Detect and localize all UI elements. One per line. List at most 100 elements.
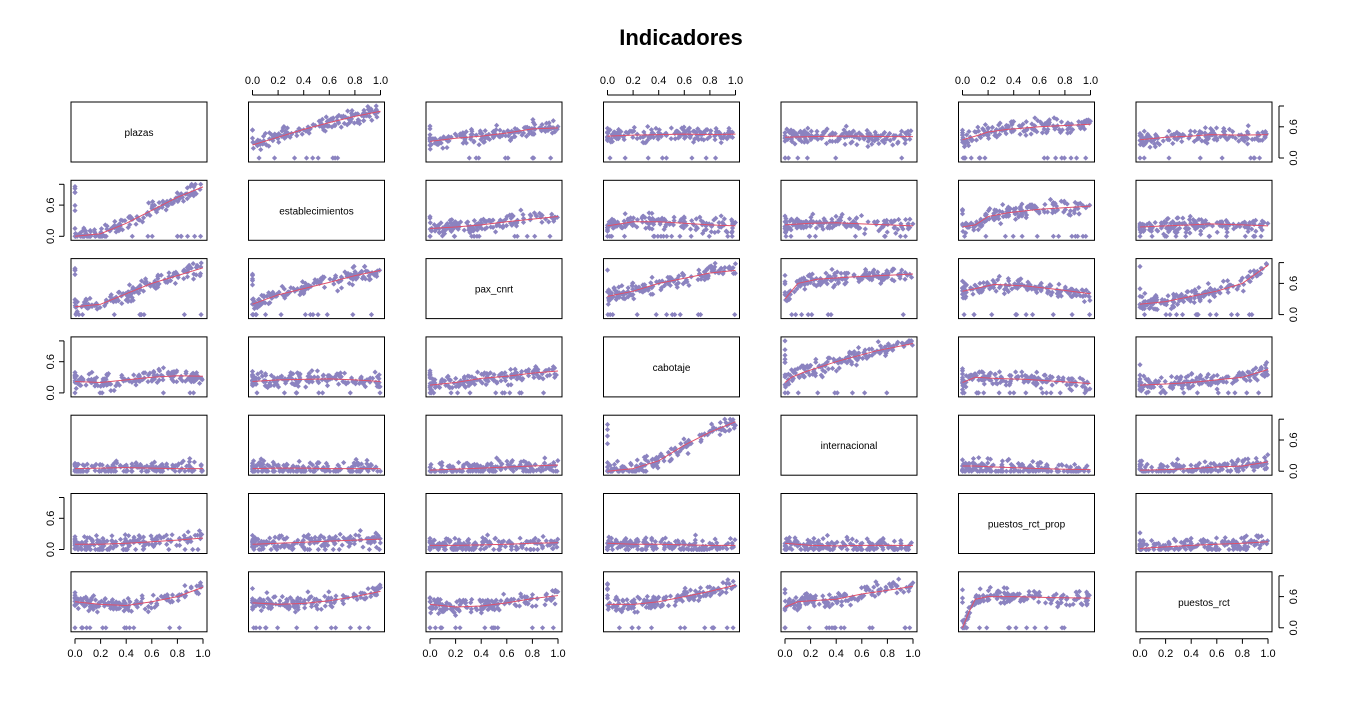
data-point [276,131,282,137]
data-point [1153,132,1159,138]
data-point [683,444,690,450]
data-point [676,273,682,279]
data-point [641,129,647,135]
data-point [1221,379,1227,385]
data-point [697,129,703,135]
data-point [471,138,477,144]
data-point [882,344,888,350]
data-point [966,468,972,474]
data-point [1198,468,1204,474]
data-point [1052,126,1058,132]
data-point [1055,293,1061,300]
data-point [1214,372,1220,378]
data-point [717,266,724,272]
data-point [1245,369,1251,375]
data-point [986,135,992,141]
data-point [334,371,340,377]
data-point [897,273,903,279]
data-point [261,293,267,299]
data-point [147,283,154,289]
data-point [1147,304,1154,310]
data-point [160,377,166,383]
data-point [1049,210,1056,216]
data-point [335,278,342,284]
data-point [869,277,875,283]
data-point [604,433,611,439]
data-point [1053,203,1060,209]
data-point [833,368,840,374]
data-point [1180,131,1186,138]
panel-4-1 [248,414,385,476]
data-point [1224,286,1231,292]
data-point [791,289,797,295]
data-point [681,135,688,141]
data-point [895,226,901,233]
data-point [1076,211,1082,217]
data-point [366,113,373,120]
data-point [1204,374,1210,380]
data-point [520,212,526,218]
data-point [492,229,499,235]
data-point [157,468,163,474]
data-point [1265,452,1271,458]
data-point [1019,211,1025,217]
data-point [113,298,119,305]
data-point [969,468,975,474]
data-point [302,312,309,318]
panel-frame [603,414,740,476]
data-point [846,129,852,135]
data-point [611,285,617,291]
data-point [1053,379,1059,385]
data-point [1189,468,1195,474]
data-point [611,461,618,468]
data-point [476,155,482,161]
data-point [498,378,504,384]
data-point [181,276,187,282]
data-point [980,218,986,224]
data-point [163,463,170,469]
data-point [454,133,460,139]
data-point [113,458,119,464]
data-point [968,285,974,291]
data-point [550,468,556,474]
data-point [1141,227,1148,233]
data-point [1234,286,1240,292]
data-point [1149,464,1155,470]
data-point [438,466,445,472]
data-point [360,381,366,387]
data-point [362,276,369,282]
data-point [977,155,983,161]
data-point [846,216,853,222]
data-point [351,460,357,466]
data-point [1242,219,1248,225]
data-point [137,461,144,468]
data-point [618,225,625,231]
data-point [512,366,518,372]
data-point [197,233,204,239]
data-point [794,286,800,292]
data-point [549,366,556,373]
data-point [975,227,981,233]
data-point [1255,390,1262,396]
data-point [1261,219,1267,225]
data-point [1141,128,1147,134]
data-point [892,218,898,224]
data-point [1032,206,1038,212]
data-point [1040,122,1047,129]
data-point [996,273,1002,279]
data-point [1178,291,1185,298]
data-point [549,211,555,217]
data-point [142,370,148,376]
data-point [523,133,530,139]
data-point [83,298,90,304]
data-point [642,457,648,463]
smooth-line [429,127,559,142]
panel-frame [70,414,208,476]
data-point [999,125,1006,131]
data-point [335,288,341,294]
data-point [795,366,801,372]
data-point [269,295,275,301]
data-point [1067,386,1073,392]
data-point [1162,390,1168,396]
data-point [1212,380,1218,386]
